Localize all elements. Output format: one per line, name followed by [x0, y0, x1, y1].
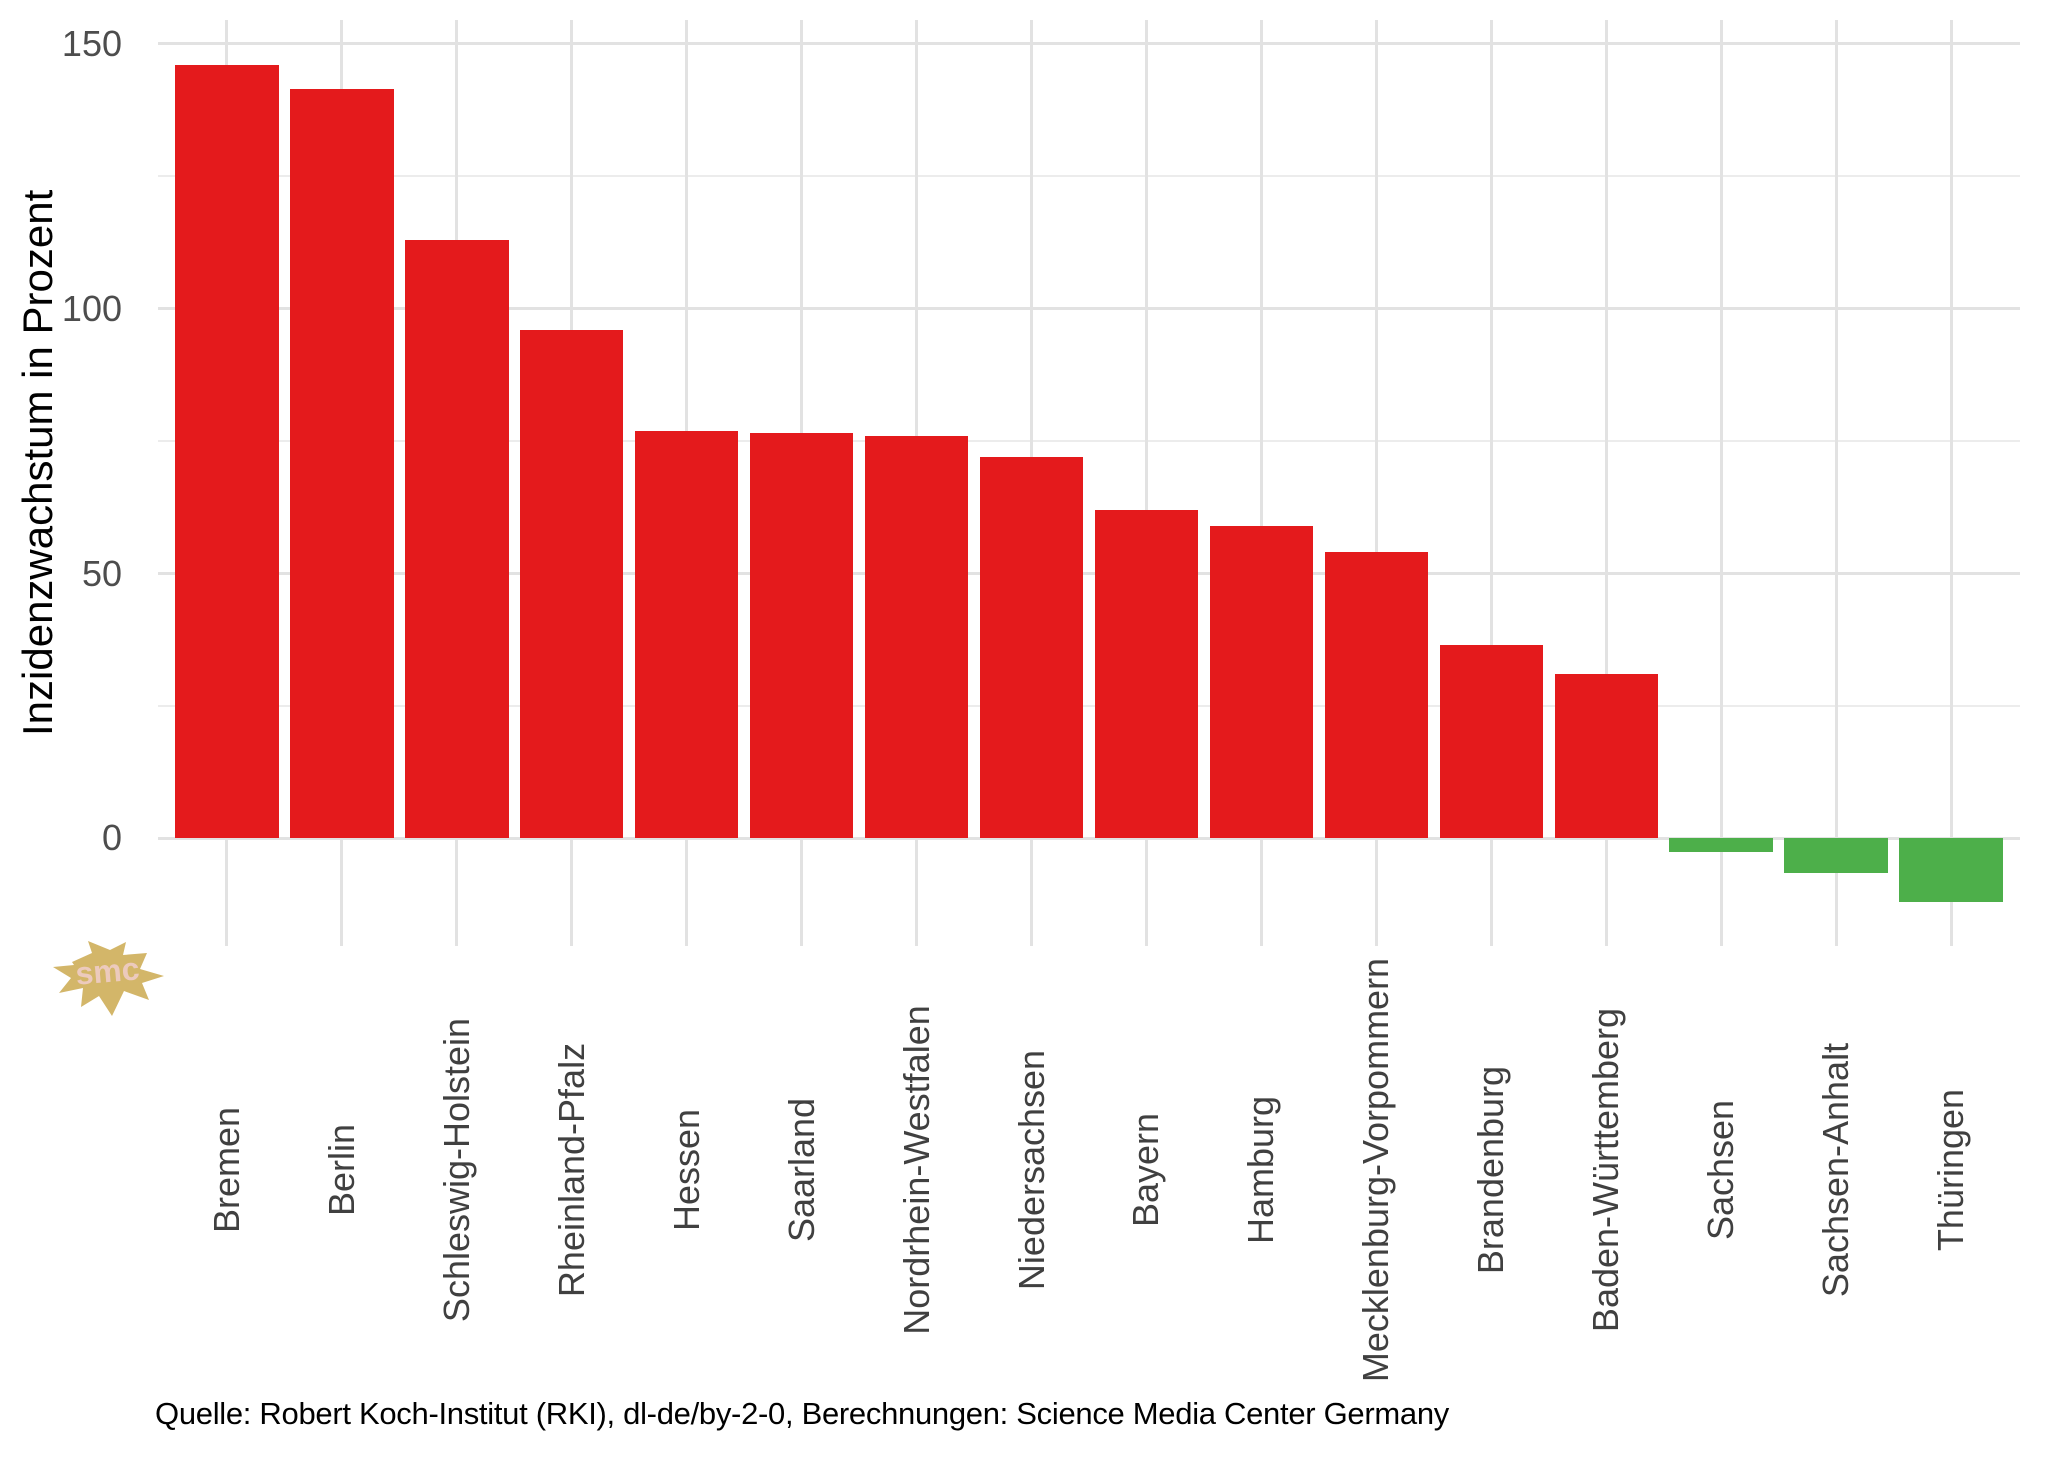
bar-schleswig-holstein	[405, 239, 509, 839]
y-gridline-minor	[158, 175, 2020, 178]
bar-nordrhein-westfalen	[864, 435, 969, 839]
y-tick-label: 0	[101, 817, 122, 859]
bar-hamburg	[1209, 525, 1314, 839]
x-category-label: Niedersachsen	[1010, 1049, 1052, 1291]
x-gridline	[1374, 20, 1378, 946]
smc-logo-text: smc	[74, 950, 141, 991]
y-gridline-minor	[158, 440, 2020, 443]
x-category-label: Nordrhein-Westfalen	[895, 1005, 937, 1335]
x-category-label: Berlin	[320, 1123, 362, 1217]
y-gridline-major	[158, 572, 2020, 576]
source-caption: Quelle: Robert Koch-Institut (RKI), dl-d…	[155, 1396, 1449, 1431]
bar-bayern	[1094, 510, 1199, 839]
x-category-label: Sachsen	[1700, 1099, 1742, 1241]
smc-logo: smc	[53, 941, 164, 1016]
y-gridline-major	[158, 836, 2020, 840]
bar-baden-w-rttemberg	[1554, 674, 1658, 839]
x-gridline	[1259, 20, 1263, 946]
x-category-label: Bayern	[1125, 1112, 1167, 1228]
x-category-label: Mecklenburg-Vorpommern	[1355, 957, 1397, 1383]
x-category-label: Bremen	[205, 1106, 247, 1234]
x-category-label: Hamburg	[1240, 1095, 1282, 1245]
y-gridline-minor	[158, 705, 2020, 708]
y-tick-label: 50	[81, 552, 122, 594]
x-gridline	[1834, 20, 1838, 946]
x-gridline	[1719, 20, 1723, 946]
plot-panel	[158, 20, 2020, 946]
bar-bremen	[175, 65, 279, 839]
bar-berlin	[290, 88, 394, 839]
x-gridline	[1949, 20, 1953, 946]
x-category-label: Schleswig-Holstein	[435, 1017, 477, 1323]
x-gridline	[1489, 20, 1493, 946]
bar-mecklenburg-vorpommern	[1324, 552, 1429, 839]
x-category-label: Baden-Württemberg	[1585, 1007, 1627, 1333]
x-category-label: Saarland	[780, 1097, 822, 1243]
x-gridline	[1144, 20, 1148, 946]
bar-rheinland-pfalz	[520, 329, 624, 839]
y-gridline-major	[158, 42, 2020, 46]
x-category-label: Sachsen-Anhalt	[1815, 1042, 1857, 1298]
x-gridline	[1604, 20, 1608, 946]
y-tick-label: 100	[61, 287, 122, 329]
bar-brandenburg	[1439, 645, 1543, 839]
x-category-label: Thüringen	[1930, 1088, 1972, 1252]
x-category-label: Brandenburg	[1470, 1065, 1512, 1275]
bar-niedersachsen	[979, 457, 1084, 839]
x-category-label: Hessen	[665, 1108, 707, 1232]
bar-sachsen	[1669, 838, 1773, 852]
y-gridline-major	[158, 307, 2020, 311]
x-category-label: Rheinland-Pfalz	[550, 1042, 592, 1298]
bar-hessen	[634, 430, 739, 839]
bar-sachsen-anhalt	[1784, 838, 1888, 873]
bar-saarland	[749, 433, 854, 839]
smc-logo-shape	[53, 941, 164, 1016]
y-tick-label: 150	[61, 22, 122, 64]
bar-th-ringen	[1899, 838, 2003, 903]
